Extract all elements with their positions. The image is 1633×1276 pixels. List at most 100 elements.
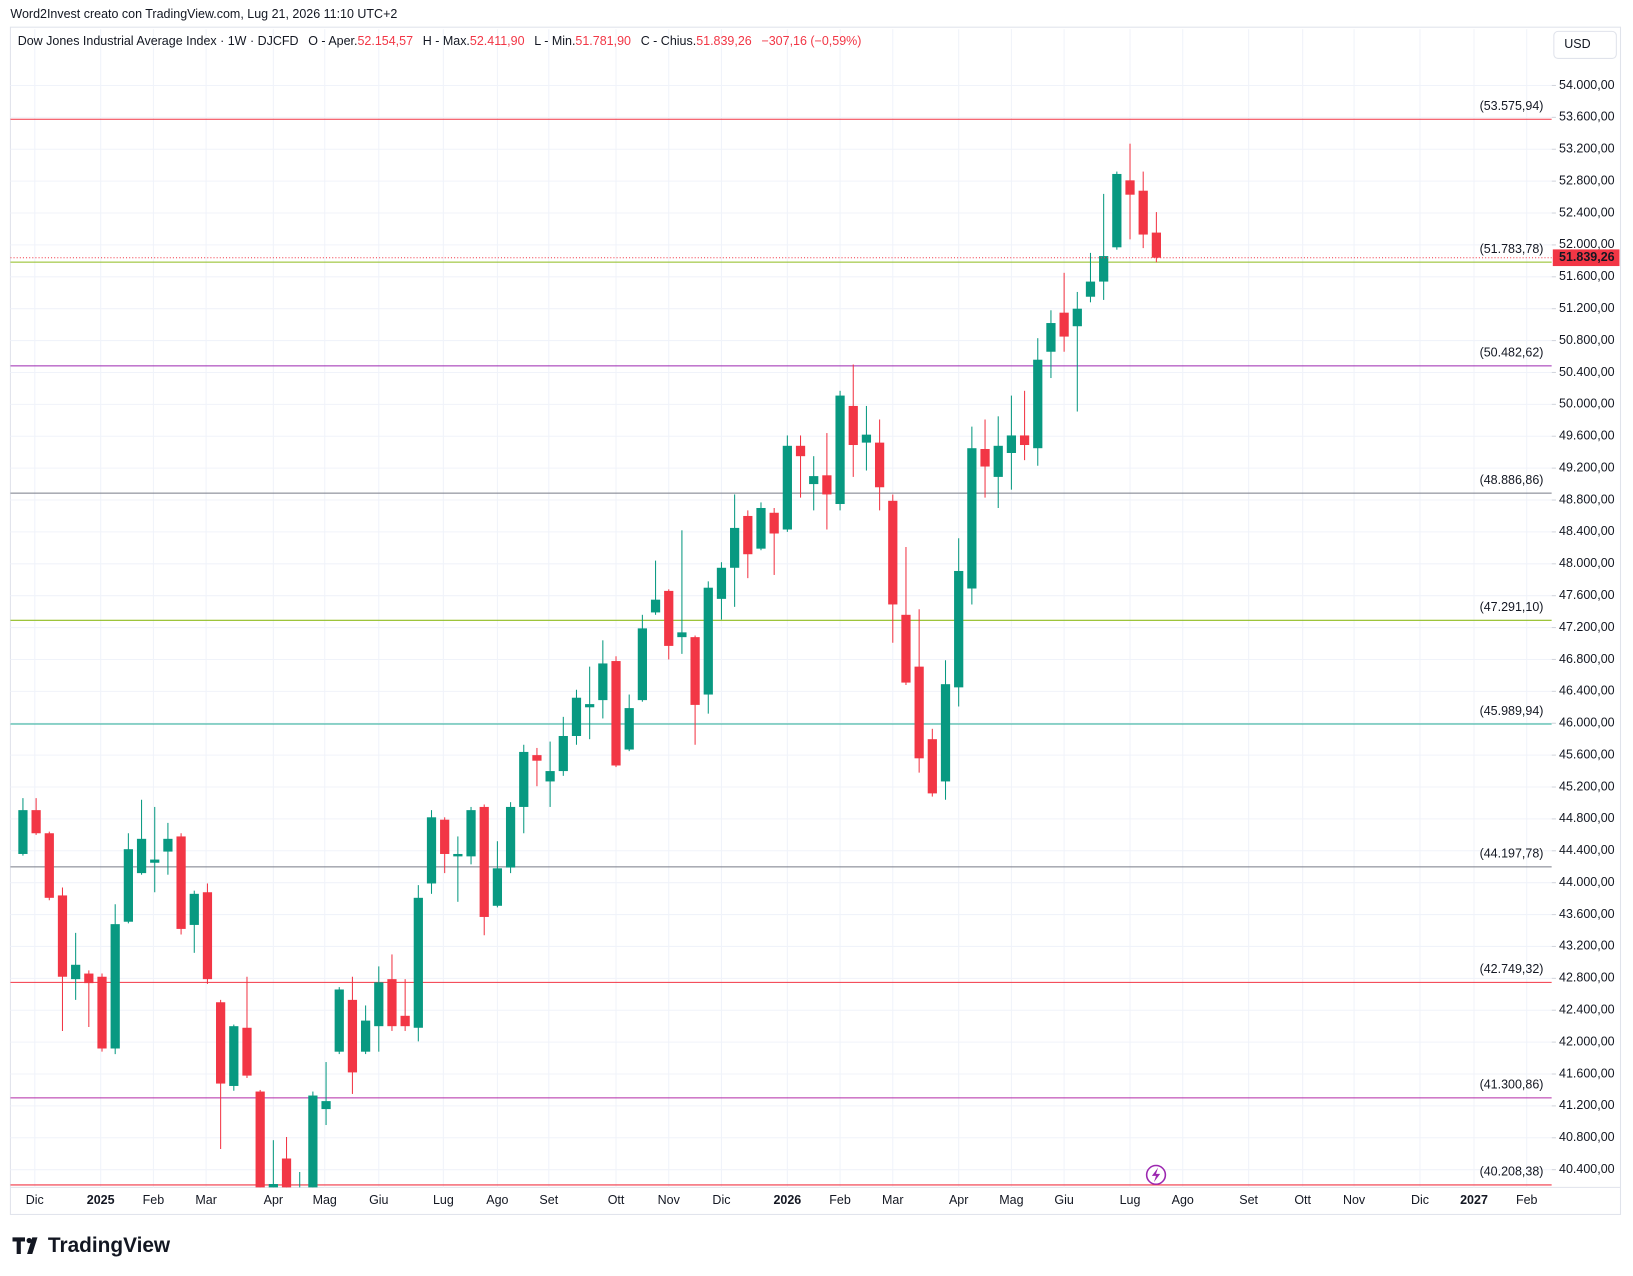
candle-body — [1046, 323, 1056, 352]
candle-body — [716, 567, 727, 599]
x-tick-label: Mag — [313, 1193, 337, 1207]
alert-icon[interactable] — [1145, 1164, 1167, 1186]
y-tick-label: 42.400,00 — [1559, 1003, 1615, 1017]
x-tick-label: Feb — [143, 1193, 165, 1207]
candle-body — [44, 833, 54, 898]
candle-body — [914, 666, 924, 759]
candle-body — [374, 982, 384, 1027]
level-label: (45.989,94) — [1480, 704, 1544, 718]
candle-body — [927, 739, 937, 794]
candle-body — [888, 500, 898, 605]
candle-body — [308, 1095, 318, 1188]
ohlc-value: 51.839,26 — [696, 34, 752, 48]
y-tick-label: 54.000,00 — [1559, 78, 1615, 92]
y-tick-label: 40.400,00 — [1559, 1162, 1615, 1176]
y-tick-label: 51.200,00 — [1559, 301, 1615, 315]
candle-body — [650, 599, 661, 613]
candle-body — [229, 1026, 239, 1086]
y-tick-label: 50.000,00 — [1559, 397, 1615, 411]
y-tick-label: 51.600,00 — [1559, 269, 1615, 283]
candle-body — [426, 817, 437, 884]
candle-body — [690, 637, 700, 705]
candle-body — [1019, 435, 1030, 446]
ohlc-value: 52.411,90 — [470, 34, 525, 48]
candle-body — [176, 836, 186, 929]
candle-body — [624, 708, 634, 750]
y-tick-label: 47.600,00 — [1559, 588, 1615, 602]
currency-button[interactable] — [1553, 30, 1617, 59]
candle-body — [1099, 256, 1109, 282]
candle-body — [281, 1158, 292, 1188]
level-label: (41.300,86) — [1480, 1078, 1544, 1092]
candle-body — [730, 527, 740, 568]
ohlc-value: 52.154,57 — [357, 34, 413, 48]
candle-body — [123, 849, 133, 922]
grid — [10, 29, 1552, 1188]
candle-body — [861, 434, 872, 443]
candle-body — [782, 445, 792, 530]
y-tick-label: 47.200,00 — [1559, 620, 1615, 634]
x-tick-label: Dic — [712, 1193, 730, 1207]
level-label: (40.208,38) — [1480, 1165, 1544, 1179]
level-label: (53.575,94) — [1480, 99, 1544, 113]
candle-body — [440, 819, 450, 854]
currency[interactable]: USD — [1564, 37, 1590, 51]
candle-body — [453, 853, 463, 857]
candle-body — [1033, 359, 1043, 449]
x-tick-label: Apr — [264, 1193, 283, 1207]
candle-body — [466, 810, 476, 857]
y-tick-label: 42.800,00 — [1559, 971, 1615, 985]
candle-body — [598, 663, 608, 701]
level-label: (51.783,78) — [1480, 242, 1544, 256]
y-tick-label: 53.600,00 — [1559, 110, 1615, 124]
candle-body — [677, 632, 687, 638]
candle-body — [795, 445, 806, 457]
candle-body — [940, 684, 951, 782]
candle-body — [703, 587, 713, 695]
y-tick-label: 48.400,00 — [1559, 524, 1615, 538]
plot: (53.575,94) (51.783,78) (50.482,62) (48.886… — [10, 99, 1552, 1188]
candle-body — [637, 628, 647, 701]
x-tick-label: Mar — [882, 1193, 904, 1207]
candle-body — [163, 838, 173, 852]
y-tick-label: 50.800,00 — [1559, 333, 1615, 347]
ohlc-label: L - Min. — [534, 34, 575, 48]
candle-body — [255, 1091, 265, 1188]
y-tick-label: 48.000,00 — [1559, 556, 1615, 570]
candle-body — [505, 806, 516, 868]
y-tick-label: 52.000,00 — [1559, 237, 1615, 251]
y-tick-label: 46.800,00 — [1559, 652, 1615, 666]
y-tick-label: 53.200,00 — [1559, 142, 1615, 156]
x-tick-label: 2027 — [1460, 1193, 1488, 1207]
x-tick-label: Lug — [1120, 1193, 1141, 1207]
symbol: Dow Jones Industrial Average Index · 1W … — [18, 34, 299, 48]
candle-body — [585, 704, 595, 708]
x-tick-label: Lug — [433, 1193, 454, 1207]
last-price-label: 51.839,26 — [1559, 250, 1615, 264]
x-tick-label: Ott — [608, 1193, 625, 1207]
x-tick-label: Set — [539, 1193, 558, 1207]
candle-body — [492, 868, 503, 906]
candle-body — [1072, 308, 1082, 327]
candle-body — [360, 1020, 371, 1052]
x-tick-label: 2025 — [87, 1193, 115, 1207]
candle-body — [413, 897, 423, 1028]
y-tick-label: 41.600,00 — [1559, 1066, 1615, 1080]
candle-body — [664, 590, 674, 646]
candle-body — [334, 989, 344, 1052]
candle-body — [874, 442, 885, 488]
x-tick-label: 2026 — [773, 1193, 801, 1207]
candle-body — [71, 964, 81, 980]
y-tick-label: 48.800,00 — [1559, 492, 1615, 506]
candle-body — [400, 1015, 410, 1027]
candle-body — [387, 979, 397, 1027]
y-tick-label: 43.600,00 — [1559, 907, 1615, 921]
x-tick-label: Feb — [1516, 1193, 1538, 1207]
candle-body — [743, 515, 753, 555]
ohlc-label: C - Chius. — [641, 34, 697, 48]
x-tick-label: Giu — [1054, 1193, 1073, 1207]
candle-body — [31, 810, 41, 834]
candle-body — [967, 448, 977, 589]
y-tick-label: 43.200,00 — [1559, 939, 1615, 953]
